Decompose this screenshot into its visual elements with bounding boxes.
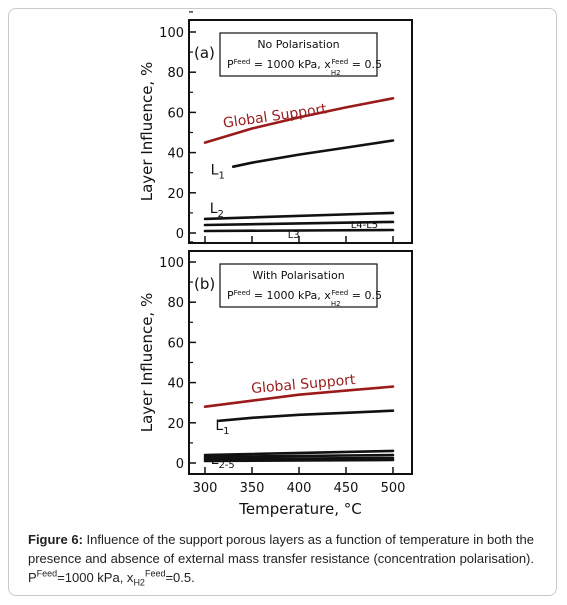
panel-a-label-l3: L3 [288, 230, 300, 241]
panel-b-label-subscript: 1 [223, 426, 229, 437]
panel-b-xtick-label: 350 [240, 481, 265, 496]
panel-b-ytick-label: 100 [159, 256, 184, 271]
panel-a: 0 20 40 60 80 100 Layer Influence, % (a) No Pola… [138, 11, 413, 244]
panel-b-series-l3 [203, 453, 395, 459]
panel-a-ytick-label: 20 [167, 187, 184, 202]
panel-a-label-text: L [211, 163, 219, 179]
panel-b-xtick-label: 300 [193, 481, 218, 496]
panel-b-series-l5 [203, 458, 395, 463]
panel-a-series-l2 [203, 211, 395, 221]
panel-a-info-title: No Polarisation [257, 38, 339, 51]
panel-a-ytick-label: 100 [159, 26, 184, 41]
panel-a-ylabel: Layer Influence, % [138, 62, 156, 201]
panel-a-ytick-label: 60 [167, 106, 184, 121]
panel-a-label-text: L4-L5 [351, 220, 378, 231]
panel-a-series-l3 [203, 228, 395, 233]
panel-b-panel-label: (b) [194, 275, 215, 293]
caption-text-2: =1000 kPa, x [57, 570, 134, 585]
panel-b-ytick-label: 80 [167, 296, 184, 311]
panel-a-info-part: = 0.5 [348, 58, 382, 71]
panel-b-series-l1 [217, 409, 395, 423]
panel-a-label-subscript: 2 [218, 209, 224, 220]
panel-b-info-part: Feed [234, 289, 251, 297]
panel-a-series-global-support [203, 97, 395, 144]
panel-b-series-l4 [203, 456, 395, 461]
panel-b-label-text: L [215, 418, 223, 434]
panel-b-ytick-label: 20 [167, 417, 184, 432]
panel-b-xtick-label: 400 [287, 481, 312, 496]
panel-b-info-conditions: PFeed = 1000 kPa, xH2Feed = 0.5 [227, 289, 382, 308]
panel-b-info-part: Feed [332, 289, 349, 297]
panel-a-label-l: L1 [211, 163, 225, 182]
panel-a-info-part: = 1000 kPa, x [250, 58, 331, 71]
panel-b-info-title: With Polarisation [252, 269, 344, 282]
caption-sup-feed: Feed [36, 568, 58, 579]
panel-a-info-part: P [227, 58, 234, 71]
figure-caption: Figure 6: Influence of the support porou… [28, 530, 534, 587]
panel-a-ytick-label: 0 [176, 227, 184, 242]
panel-a-label-l4-l5: L4-L5 [351, 220, 378, 231]
panel-b-info-part: H2 [331, 300, 341, 308]
panel-b-label-l: L2-5 [211, 452, 235, 471]
caption-text-3: =0.5. [165, 570, 195, 585]
panel-a-ytick-label: 40 [167, 147, 184, 162]
panel-b-xlabel: Temperature, °C [238, 500, 362, 518]
panel-a-series-l4-l5 [203, 220, 395, 227]
panel-a-label-text: L3 [288, 230, 300, 241]
panel-b-label-l: L1 [215, 418, 229, 437]
panel-b-ylabel: Layer Influence, % [138, 293, 156, 432]
panel-b-info-part: = 0.5 [348, 289, 382, 302]
caption-label: Figure 6: [28, 532, 83, 547]
panel-a-info-part: H2 [331, 69, 341, 77]
panel-a-info-part: Feed [332, 58, 349, 66]
panel-a-ytick-label: 80 [167, 66, 184, 81]
panel-b-label-subscript: 2-5 [218, 460, 234, 471]
panel-b-ytick-label: 0 [176, 457, 184, 472]
panel-a-label-text: Global Support [222, 101, 328, 131]
panel-b-xtick-label: 500 [381, 481, 406, 496]
panel-a-info-part: Feed [234, 58, 251, 66]
panel-a-info-conditions: PFeed = 1000 kPa, xH2Feed = 0.5 [227, 58, 382, 77]
panel-b: 0 20 40 60 80 100 300 350 400 450 500 Layer Influen… [138, 241, 413, 518]
panel-a-label-text: L [210, 201, 218, 217]
caption-text: Influence of the support porous layers a… [28, 532, 534, 585]
panel-a-label-l: L2 [210, 201, 224, 220]
panel-b-info-part: = 1000 kPa, x [250, 289, 331, 302]
caption-sup-feed-2: Feed [144, 568, 166, 579]
panel-b-series-global-support [203, 385, 395, 408]
panel-a-panel-label: (a) [194, 44, 215, 62]
panel-b-ytick-label: 60 [167, 336, 184, 351]
panel-b-ytick-label: 40 [167, 377, 184, 392]
caption-sub-h2: H2 [133, 577, 145, 588]
panel-b-xtick-label: 450 [334, 481, 359, 496]
panel-a-plot-frame [188, 19, 413, 244]
panel-a-info-box [219, 32, 378, 77]
panel-b-info-part: P [227, 289, 234, 302]
panel-a-series-l1 [231, 139, 395, 168]
panel-a-label-global-support: Global Support [222, 101, 328, 131]
panel-a-label-subscript: 1 [218, 171, 224, 182]
panel-b-label-text: L [211, 452, 219, 468]
panel-b-info-box [219, 263, 378, 308]
panel-b-series-l2 [203, 449, 395, 457]
